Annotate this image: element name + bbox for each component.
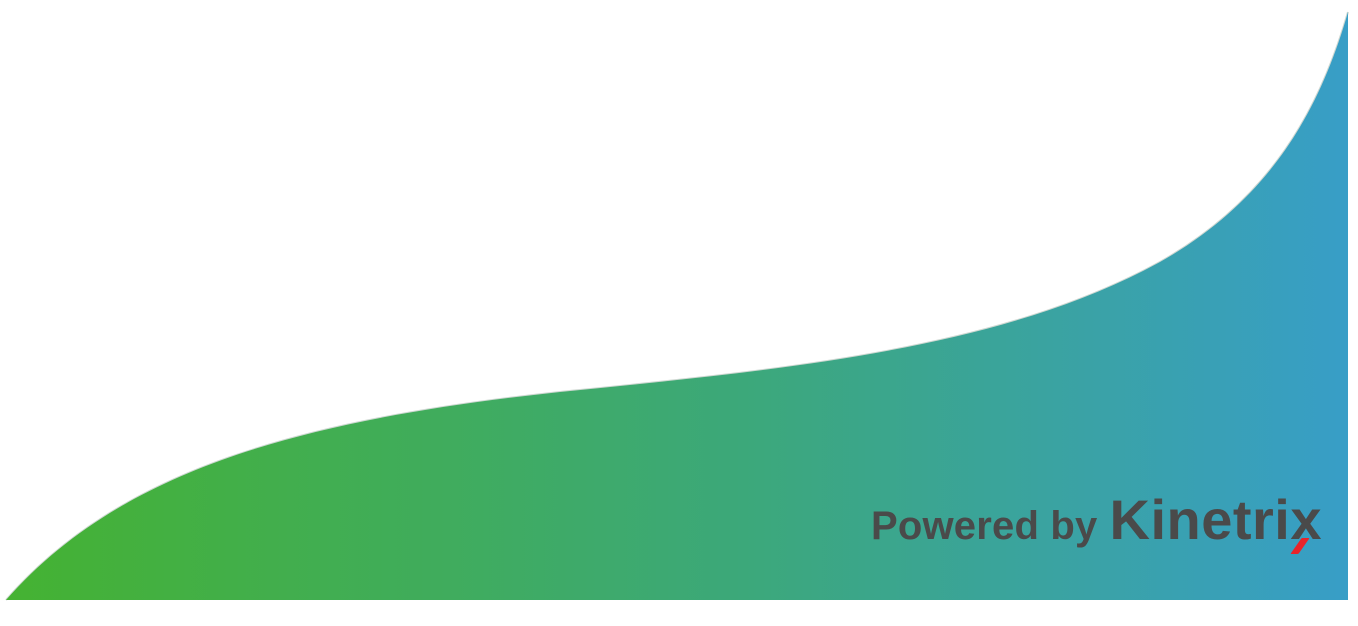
powered-by-branding: Powered by Kinetrix (870, 492, 1323, 554)
kinetrix-logo: Kinetrix (1110, 492, 1323, 554)
powered-by-label: Powered by (870, 504, 1098, 548)
kinetrix-logo-text: Kinetrix (1109, 488, 1322, 551)
wave-fill (6, 12, 1348, 600)
